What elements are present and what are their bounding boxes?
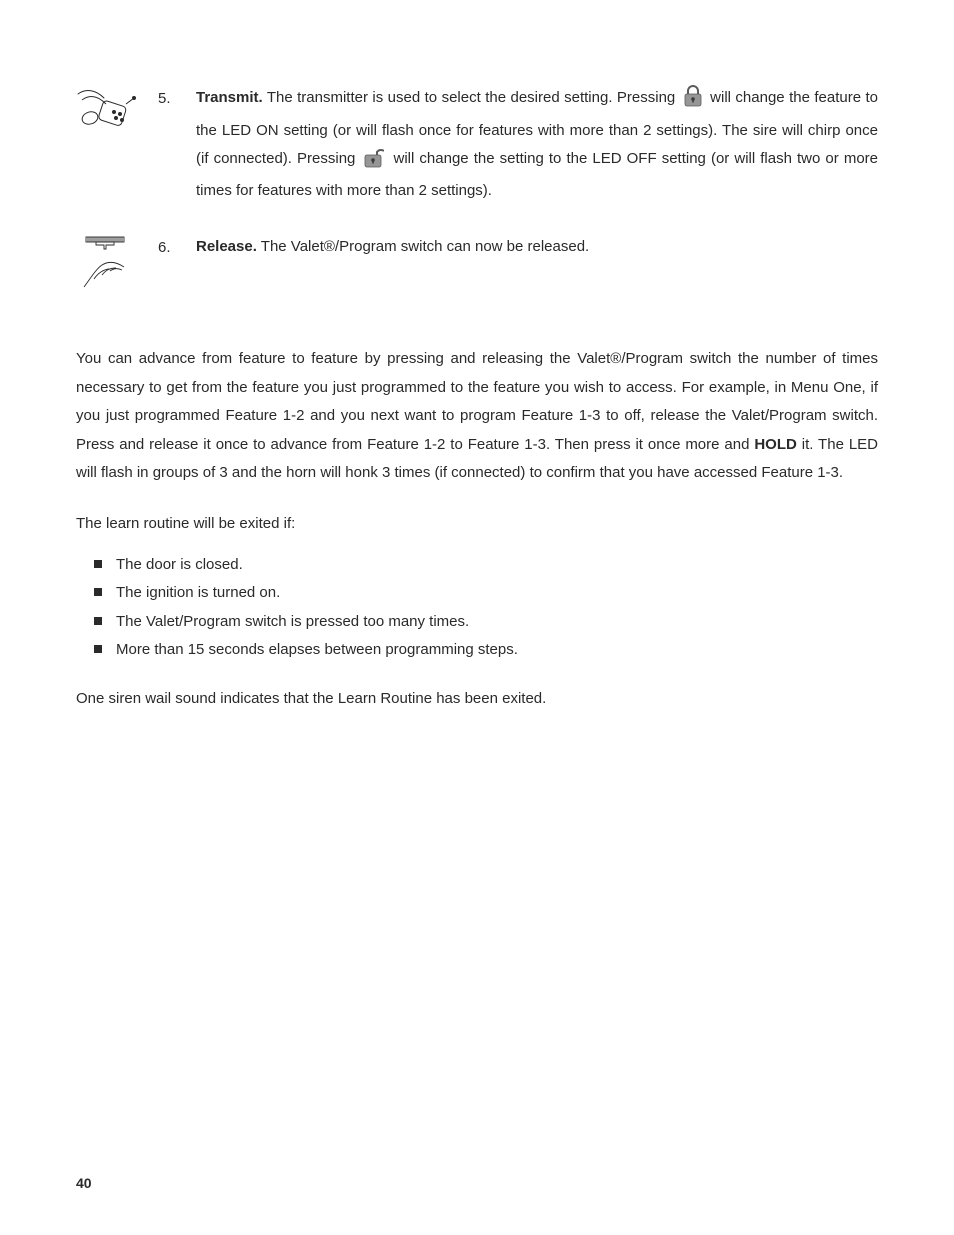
step-title: Release. — [196, 238, 257, 255]
step-icon-transmit — [76, 84, 158, 132]
advance-paragraph: You can advance from feature to feature … — [76, 345, 878, 488]
step-text-a: The Valet®/Program switch can now be rel… — [257, 238, 589, 255]
step-title: Transmit. — [196, 89, 263, 106]
list-item: The door is closed. — [94, 552, 878, 578]
step-number: 6. — [158, 233, 196, 262]
hand-remote-icon — [76, 86, 138, 132]
step-6-row: 6. Release. The Valet®/Program switch ca… — [76, 233, 878, 297]
page-number: 40 — [76, 1175, 92, 1191]
lock-open-icon — [364, 146, 384, 178]
exit-conclusion: One siren wail sound indicates that the … — [76, 685, 878, 714]
advance-hold: HOLD — [754, 436, 797, 453]
step-icon-release — [76, 233, 158, 297]
step-text-a: The transmitter is used to select the de… — [263, 89, 680, 106]
list-item: The Valet/Program switch is pressed too … — [94, 609, 878, 635]
release-switch-icon — [76, 235, 134, 297]
lock-closed-icon — [684, 85, 702, 117]
exit-list: The door is closed. The ignition is turn… — [76, 552, 878, 663]
document-page: 5. Transmit. The transmitter is used to … — [0, 0, 954, 714]
exit-intro: The learn routine will be exited if: — [76, 510, 878, 539]
step-body: Release. The Valet®/Program switch can n… — [196, 233, 878, 261]
list-item: The ignition is turned on. — [94, 580, 878, 606]
step-body: Transmit. The transmitter is used to sel… — [196, 84, 878, 205]
step-5-row: 5. Transmit. The transmitter is used to … — [76, 84, 878, 205]
list-item: More than 15 seconds elapses between pro… — [94, 637, 878, 663]
step-number: 5. — [158, 84, 196, 113]
